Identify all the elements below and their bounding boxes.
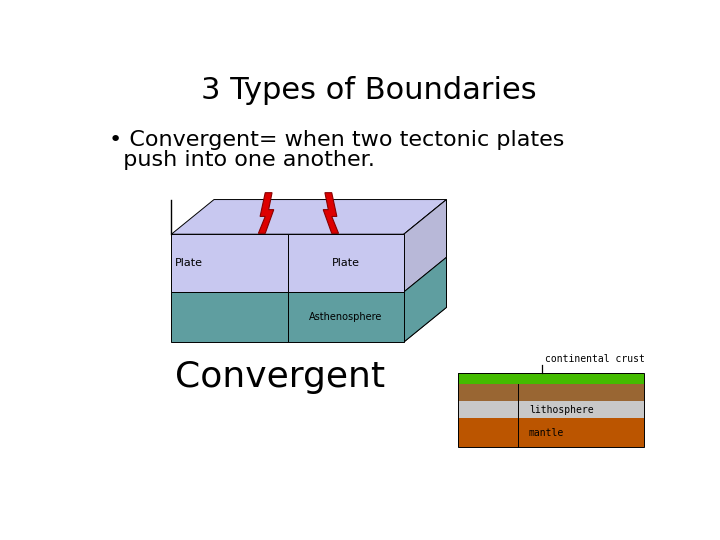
Polygon shape xyxy=(171,292,287,342)
Text: mantle: mantle xyxy=(528,428,564,438)
Bar xyxy=(458,373,644,384)
Polygon shape xyxy=(258,193,274,233)
Polygon shape xyxy=(171,234,287,292)
Polygon shape xyxy=(171,200,446,234)
Polygon shape xyxy=(287,234,404,292)
Bar xyxy=(458,384,644,401)
Bar xyxy=(458,418,644,448)
Polygon shape xyxy=(287,292,404,342)
Polygon shape xyxy=(404,200,446,292)
Text: • Convergent= when two tectonic plates: • Convergent= when two tectonic plates xyxy=(109,130,564,150)
Polygon shape xyxy=(404,200,446,342)
Bar xyxy=(458,373,644,448)
Polygon shape xyxy=(404,257,446,342)
Text: Asthenosphere: Asthenosphere xyxy=(309,312,382,322)
Polygon shape xyxy=(323,193,338,233)
Text: push into one another.: push into one another. xyxy=(109,150,375,170)
Text: lithosphere: lithosphere xyxy=(528,405,593,415)
Bar xyxy=(458,401,644,418)
Text: 3 Types of Boundaries: 3 Types of Boundaries xyxy=(201,76,537,105)
Text: Plate: Plate xyxy=(175,258,203,268)
Text: Convergent: Convergent xyxy=(175,360,385,394)
Text: Plate: Plate xyxy=(332,258,360,268)
Text: continental crust: continental crust xyxy=(545,354,645,363)
